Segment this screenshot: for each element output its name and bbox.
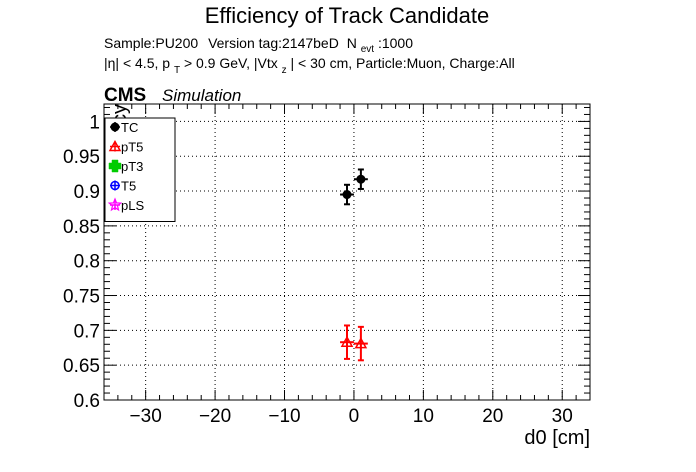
data-point-tc (340, 183, 354, 206)
legend-label: TC (121, 120, 138, 135)
axes: −30 −20 −10 0 10 20 30 0.6 0.65 0.7 0.75 0.8 0.85 0.9… (63, 103, 591, 427)
data-point-tc (353, 168, 368, 190)
subtitle-cut-sub2: z (282, 65, 287, 76)
subtitle-line-1: Sample:PU200 Version tag:2147beD N evt :… (104, 35, 413, 55)
legend-entry-pt5: pT5 (108, 139, 143, 155)
cms-label: CMS (104, 85, 146, 106)
data-point-pt5 (353, 325, 368, 362)
legend-label: T5 (121, 179, 136, 194)
subtitle-cut-part3: | < 30 cm, Particle:Muon, Charge:All (291, 55, 515, 71)
subtitle-version: Version tag:2147beD (208, 35, 339, 51)
y-tick-label: 0.9 (74, 182, 100, 203)
y-tick-label: 0.8 (74, 252, 100, 273)
subtitle-nevt-prefix: N (347, 35, 357, 51)
marker (340, 335, 354, 347)
y-tick-label: 0.75 (63, 287, 100, 308)
y-tick-label: 0.85 (63, 217, 100, 238)
x-axis-label: d0 [cm] (524, 427, 590, 449)
marker (342, 190, 352, 200)
x-tick-label: −30 (130, 406, 162, 427)
subtitle-line-2: |η| < 4.5, p T > 0.9 GeV, |Vtx z | < 30 … (104, 55, 515, 76)
x-tick-label: 20 (482, 406, 503, 427)
y-tick-label: 0.65 (63, 356, 100, 377)
legend-marker (108, 139, 122, 152)
legend-entry-tc: TC (110, 120, 138, 135)
legend-entry-pls: pLS (107, 197, 144, 213)
legend-label: pT5 (121, 140, 143, 155)
legend-entry-t5: T5 (110, 179, 136, 194)
legend-marker (107, 197, 123, 212)
data-points (340, 168, 368, 362)
simulation-label: Simulation (162, 86, 241, 105)
x-tick-label: 30 (552, 406, 573, 427)
legend-marker (110, 180, 120, 191)
subtitle-cut-sub1: T (174, 65, 180, 76)
y-tick-label: 0.6 (74, 391, 100, 412)
data-point-pt5 (340, 324, 354, 360)
subtitle-nevt-sub: evt (361, 44, 375, 55)
chart-title: Efficiency of Track Candidate (205, 3, 490, 28)
y-tick-label: 0.7 (74, 321, 100, 342)
legend-label: pLS (121, 198, 144, 213)
marker (354, 337, 368, 349)
plot-frame (103, 103, 591, 401)
legend-label: pT3 (121, 159, 143, 174)
subtitle-sample: Sample:PU200 (104, 35, 198, 51)
legend-marker (110, 122, 120, 132)
x-tick-label: −20 (199, 406, 231, 427)
y-tick-label: 0.95 (63, 147, 100, 168)
x-tick-label: 0 (349, 406, 360, 427)
subtitle-cut-part1: |η| < 4.5, p (104, 55, 170, 71)
y-tick-label: 1 (89, 112, 100, 133)
legend-entry-pt3: pT3 (108, 159, 143, 174)
x-tick-label: −10 (268, 406, 300, 427)
legend: TC pT5 pT3 T5 pLS (104, 117, 176, 222)
marker (356, 174, 366, 184)
x-tick-label: 10 (413, 406, 434, 427)
subtitle-cut-part2: > 0.9 GeV, |Vtx (184, 55, 278, 71)
legend-marker (108, 159, 122, 173)
subtitle-nevt-value: :1000 (378, 35, 413, 51)
